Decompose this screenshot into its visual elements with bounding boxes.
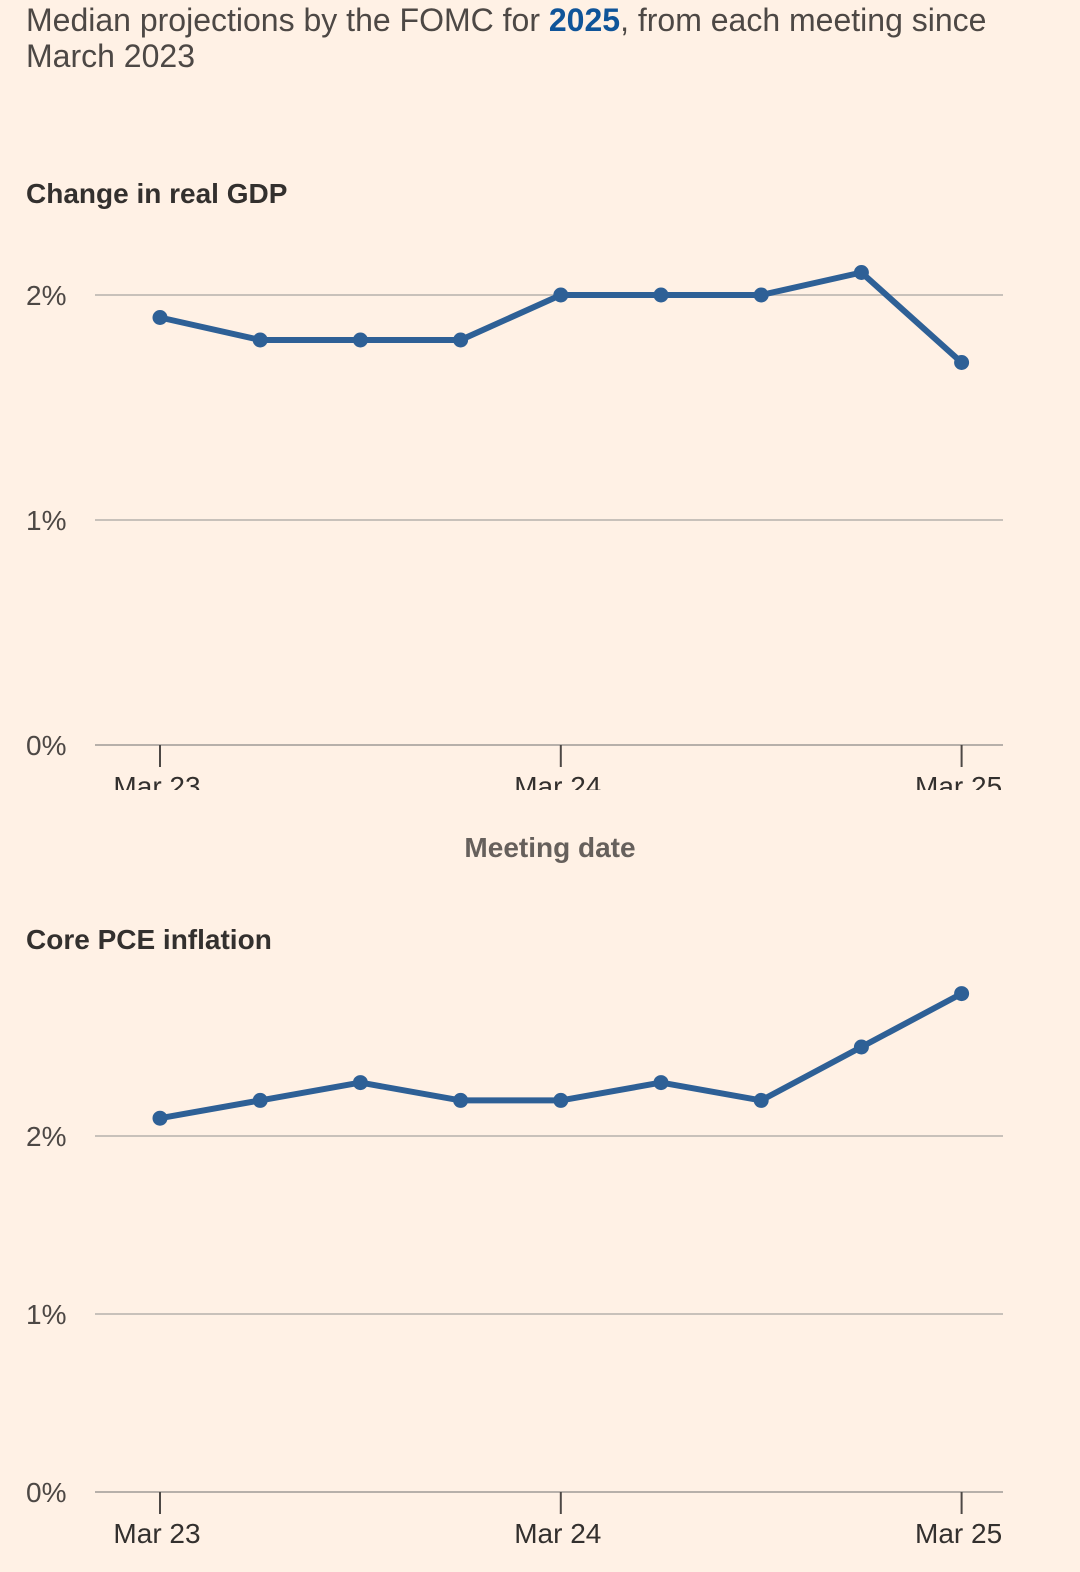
pce-data-point bbox=[152, 1110, 168, 1126]
subtitle-text-start: Median projections by the FOMC for bbox=[26, 2, 549, 38]
gdp-data-point bbox=[954, 355, 970, 370]
gdp-x-tick-label: Mar 25 bbox=[915, 771, 1002, 790]
pce-data-point bbox=[352, 1075, 368, 1091]
gdp-y-tick-label: 2% bbox=[26, 280, 66, 311]
pce-y-tick-label: 1% bbox=[26, 1299, 66, 1330]
gdp-data-point bbox=[753, 287, 769, 303]
gdp-data-point bbox=[553, 287, 569, 303]
subtitle-year-highlight: 2025 bbox=[548, 2, 621, 38]
chart-subtitle: Median projections by the FOMC for 2025,… bbox=[26, 2, 1036, 74]
pce-data-point bbox=[753, 1092, 769, 1108]
subtitle-text-end: , from each meeting since March 2023 bbox=[26, 2, 987, 74]
pce-y-tick-label: 0% bbox=[26, 1477, 66, 1508]
pce-data-point bbox=[653, 1075, 669, 1091]
pce-panel-title: Core PCE inflation bbox=[26, 924, 272, 955]
pce-x-tick-label: Mar 23 bbox=[113, 1518, 200, 1549]
gdp-data-point bbox=[152, 310, 168, 325]
pce-data-point bbox=[954, 986, 970, 1002]
pce-line-chart: 0% 1% 2% Mar 23 Mar 24 Mar 25 bbox=[26, 986, 1003, 1549]
pce-data-point bbox=[453, 1092, 469, 1108]
gdp-x-tick-label: Mar 24 bbox=[514, 771, 601, 790]
pce-y-tick-label: 2% bbox=[26, 1121, 66, 1152]
pce-data-point bbox=[252, 1092, 268, 1108]
gdp-series-line bbox=[157, 269, 965, 366]
gdp-panel-title: Change in real GDP bbox=[26, 178, 288, 209]
pce-x-tick-label: Mar 24 bbox=[514, 1518, 601, 1549]
pce-data-point bbox=[553, 1092, 569, 1108]
gdp-data-point bbox=[453, 332, 469, 348]
gdp-x-tick-label: Mar 23 bbox=[113, 771, 200, 790]
gdp-data-point bbox=[653, 287, 669, 303]
gdp-y-tick-label: 0% bbox=[26, 730, 66, 761]
gdp-data-point bbox=[352, 332, 368, 348]
gdp-y-tick-label: 1% bbox=[26, 505, 66, 536]
pce-data-point bbox=[853, 1039, 869, 1055]
x-axis-title: Meeting date bbox=[464, 832, 636, 863]
pce-x-tick-label: Mar 25 bbox=[915, 1518, 1002, 1549]
gdp-data-point bbox=[252, 332, 268, 348]
gdp-line-chart: 0% 1% 2% Mar 23 Mar 24 Mar 25 bbox=[26, 265, 1003, 790]
gdp-data-point bbox=[853, 265, 869, 280]
